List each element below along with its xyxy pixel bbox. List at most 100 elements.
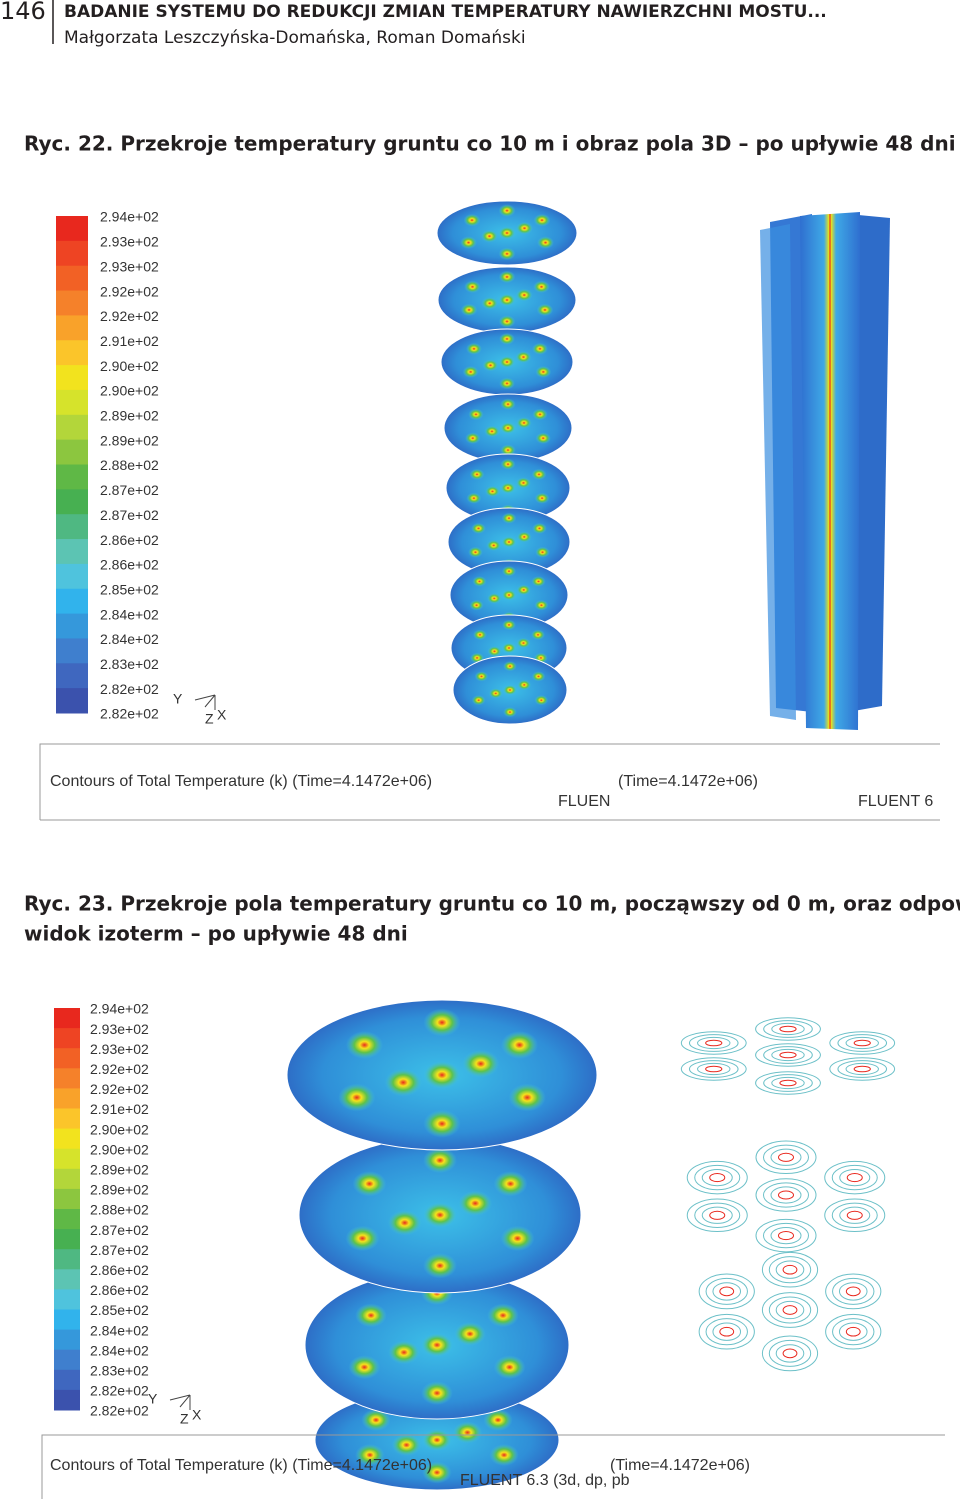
colorbar-label: 2.84e+02	[100, 631, 159, 647]
hot-spot	[452, 1421, 483, 1444]
colorbar-band	[56, 638, 88, 664]
hot-spot	[498, 270, 516, 284]
hot-spot	[535, 432, 551, 444]
hot-spot	[537, 236, 554, 249]
isotherm	[782, 1305, 798, 1315]
colorbar-band	[54, 1369, 80, 1391]
hot-spot	[423, 1202, 457, 1228]
isotherm	[761, 1335, 819, 1372]
colorbar-band	[56, 613, 88, 639]
colorbar-label: 2.91e+02	[90, 1101, 149, 1117]
colorbar-band	[54, 1209, 80, 1230]
isotherm	[712, 1322, 742, 1341]
colorbar-label: 2.82e+02	[100, 706, 159, 722]
hot-spot	[493, 1355, 526, 1380]
colorbar-band	[54, 1249, 80, 1270]
hot-spot	[473, 629, 487, 641]
hot-spot	[500, 398, 516, 410]
isotherm	[768, 1256, 812, 1284]
footer-text: FLUENT 6	[858, 793, 933, 810]
hot-spot	[421, 1333, 453, 1357]
colorbar-label: 2.85e+02	[100, 581, 159, 597]
colorbar-band	[54, 1128, 80, 1150]
hot-spot	[454, 1322, 486, 1346]
hot-spot	[502, 619, 516, 631]
isotherm	[763, 1144, 809, 1170]
isotherm	[755, 1043, 821, 1067]
hot-spot	[465, 432, 481, 444]
colorbar-band	[54, 1108, 80, 1130]
isotherm	[709, 1173, 726, 1183]
hot-spot	[468, 408, 484, 421]
colorbar-band	[54, 1349, 80, 1371]
hot-spot	[532, 342, 548, 355]
colorbar-band	[54, 1148, 80, 1170]
hot-spot	[516, 637, 531, 649]
isotherm	[845, 1326, 861, 1337]
colorbar-label: 2.93e+02	[100, 234, 159, 250]
colorbar-band	[56, 688, 88, 714]
isotherm	[719, 1286, 735, 1297]
colorbar-band	[54, 1389, 80, 1411]
axis-label: Z	[205, 711, 214, 727]
colorbar-band	[56, 663, 88, 689]
isotherm	[680, 1057, 747, 1081]
hot-spot	[463, 213, 481, 227]
hot-spot	[503, 684, 517, 696]
hot-spot	[536, 303, 554, 317]
hot-spot	[516, 417, 532, 429]
isotherm	[761, 1292, 819, 1328]
isotherm	[829, 1057, 896, 1081]
hot-spot	[355, 1444, 385, 1466]
hot-spot	[500, 1031, 539, 1059]
hot-spot	[423, 1008, 461, 1037]
hot-spot	[515, 351, 532, 363]
colorbar-label: 2.84e+02	[90, 1342, 149, 1358]
hot-spot	[462, 1049, 500, 1078]
hot-spot	[361, 1409, 391, 1431]
isotherm	[778, 1152, 794, 1162]
colorbar-band	[54, 1188, 80, 1210]
isotherm	[755, 1218, 817, 1253]
isotherm	[719, 1326, 735, 1337]
hot-spot	[498, 247, 516, 261]
footer-text: FLUENT 6.3 (3d, dp, pb	[460, 1472, 630, 1489]
hot-spot	[531, 468, 547, 480]
colorbar-band	[56, 489, 88, 515]
isotherm	[778, 1190, 794, 1200]
hot-spot	[535, 365, 552, 378]
colorbar-band	[54, 1289, 80, 1310]
isotherm	[838, 1322, 868, 1341]
hot-spot	[423, 1147, 457, 1174]
axis-triad	[169, 1394, 191, 1410]
isotherm	[775, 1260, 805, 1279]
colorbar-label: 2.93e+02	[90, 1041, 149, 1057]
isotherm	[824, 1198, 886, 1233]
hot-spot	[487, 646, 502, 657]
hot-spot	[481, 229, 498, 243]
hot-spot	[384, 1068, 422, 1097]
isotherm	[838, 1282, 868, 1301]
isotherm	[755, 1178, 817, 1212]
header-authors: Małgorzata Leszczyńska-Domańska, Roman D…	[64, 28, 526, 48]
colorbar-band	[54, 1168, 80, 1190]
isotherm	[824, 1160, 886, 1195]
hot-spot	[458, 1190, 493, 1216]
isotherm	[845, 1036, 879, 1050]
isotherm	[709, 1210, 726, 1220]
isotherm	[694, 1202, 741, 1228]
hot-spot	[466, 492, 482, 504]
hot-spot	[534, 695, 549, 706]
hot-spot	[388, 1340, 420, 1365]
page-number: 146	[0, 0, 46, 25]
hot-spot	[421, 1381, 453, 1405]
colorbar-label: 2.86e+02	[90, 1282, 149, 1298]
hot-spot	[471, 695, 486, 706]
colorbar-band	[54, 1329, 80, 1351]
hot-spot	[508, 1083, 546, 1112]
isotherm-view	[680, 1017, 896, 1372]
colorbar-band	[56, 539, 88, 565]
hot-spot	[498, 315, 516, 328]
colorbar-label: 2.89e+02	[100, 432, 159, 448]
isotherm	[837, 1034, 888, 1052]
